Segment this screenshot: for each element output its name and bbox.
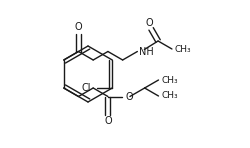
Text: O: O <box>145 18 153 28</box>
Text: O: O <box>75 21 82 32</box>
Text: NH: NH <box>139 46 154 57</box>
Text: CH₃: CH₃ <box>162 91 178 100</box>
Text: Cl: Cl <box>82 83 91 93</box>
Text: O: O <box>126 91 134 102</box>
Text: CH₃: CH₃ <box>175 45 192 53</box>
Text: O: O <box>104 116 112 127</box>
Text: CH₃: CH₃ <box>162 75 178 85</box>
